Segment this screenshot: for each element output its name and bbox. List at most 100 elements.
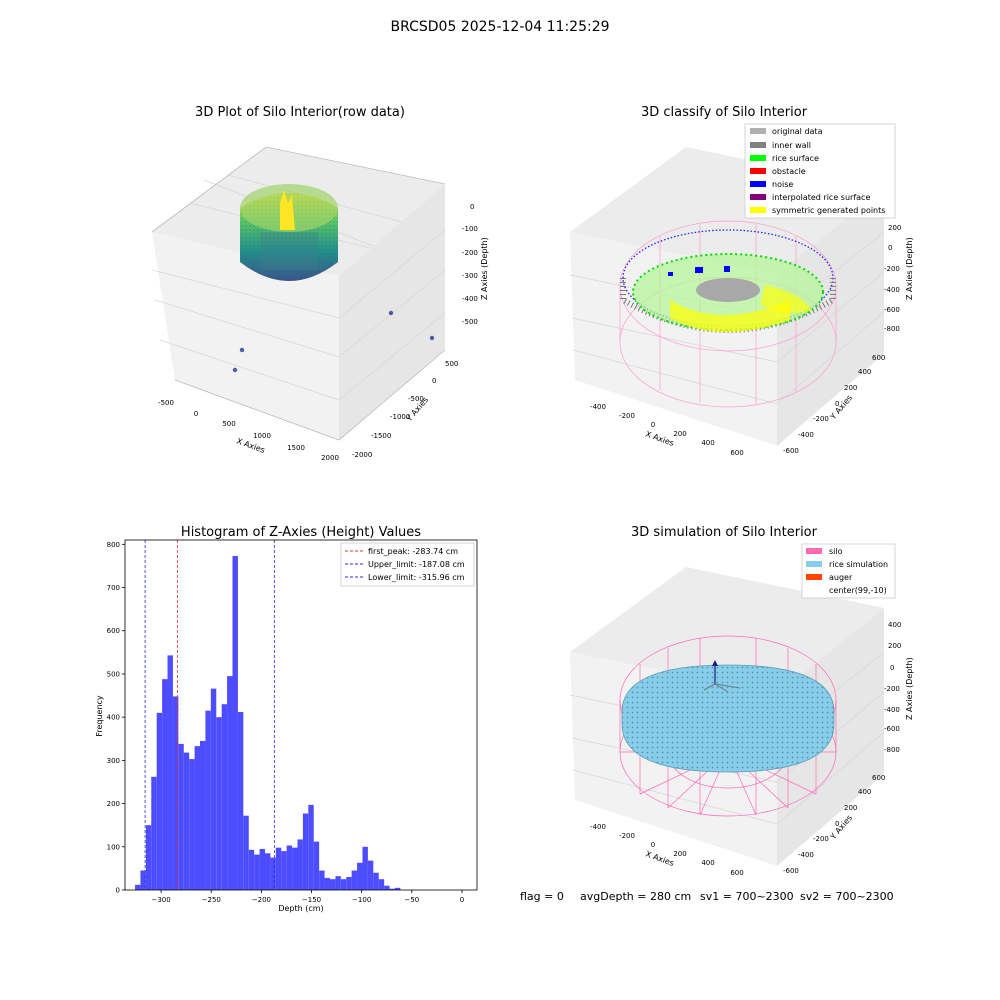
legend-label: Upper_limit: -187.08 cm [368, 560, 465, 569]
simulation-ytick: 200 [844, 804, 857, 812]
raw-ytick: 0 [432, 377, 436, 385]
histogram-bar [162, 679, 168, 890]
simulation-3d-panel: 3D simulation of Silo Interior [569, 525, 914, 877]
histogram-ytick-label: 300 [107, 757, 120, 765]
raw-ztick: -200 [462, 249, 478, 257]
simulation-ztick: -200 [884, 685, 900, 693]
raw-ytick: -2000 [352, 451, 372, 459]
histogram-ytick-label: 500 [107, 670, 120, 678]
histogram-bar [200, 740, 206, 890]
histogram-ytick-label: 200 [107, 800, 120, 808]
histogram-bar [156, 712, 163, 890]
legend-swatch-rice-surface [750, 155, 766, 161]
status-avg-depth: avgDepth = 280 cm [580, 890, 691, 903]
raw-ytick: -1500 [371, 432, 391, 440]
histogram-ytick-label: 700 [107, 584, 120, 592]
histogram-bar [194, 746, 201, 890]
raw-ytick: -1000 [390, 413, 410, 421]
raw-ztick: 0 [470, 203, 474, 211]
simulation-ytick: 600 [872, 774, 885, 782]
raw-axes-box [151, 146, 446, 441]
histogram-bar [151, 776, 157, 890]
simulation-xtick: -200 [619, 832, 635, 840]
histogram-xtick-label: −50 [404, 896, 419, 904]
raw-outlier-points [232, 310, 435, 373]
histogram-bar [270, 857, 276, 890]
histogram-bar [205, 710, 211, 890]
raw-cylinder-points [240, 184, 338, 281]
histogram-legend: first_peak: -283.74 cm Upper_limit: -187… [340, 542, 475, 587]
histogram-bar [389, 888, 395, 890]
simulation-ytick: -600 [783, 867, 799, 875]
legend-swatch-obstacle [750, 168, 766, 174]
histogram-y-ticks: 0 100 200 300 400 500 600 700 800 [107, 541, 125, 895]
simulation-ztick: -400 [884, 706, 900, 714]
legend-swatch-silo [806, 548, 822, 554]
classify-xtick: 0 [651, 421, 655, 429]
simulation-legend: silo rice simulation auger center(99,-10… [801, 543, 896, 599]
histogram-bar [145, 825, 152, 890]
legend-swatch-auger [806, 574, 822, 580]
histogram-bar [346, 877, 352, 890]
classify-ztick: -800 [884, 325, 900, 333]
histogram-bar [340, 879, 347, 890]
legend-swatch-symmetric [750, 207, 766, 213]
raw-ztick: -400 [462, 295, 478, 303]
simulation-ztick: 400 [888, 621, 901, 629]
classify-xtick: 400 [701, 439, 714, 447]
raw-tick-labels: -500 0 500 1000 1500 2000 500 0 -500 -10… [158, 203, 478, 462]
histogram-reference-lines [144, 540, 275, 890]
legend-label: inner wall [772, 141, 811, 150]
histogram-ytick-label: 0 [116, 887, 120, 895]
classify-xtick: -400 [590, 403, 606, 411]
legend-swatch-inner-wall [750, 142, 766, 148]
classify-xtick: -200 [619, 412, 635, 420]
histogram-bar [259, 848, 265, 890]
simulation-ztick: -800 [884, 746, 900, 754]
status-sv2: sv2 = 700~2300 [800, 890, 894, 903]
histogram-xtick-label: −200 [252, 896, 271, 904]
simulation-xtick: 0 [651, 841, 655, 849]
raw-xtick: 0 [194, 410, 198, 418]
simulation-xlabel: X Axies [644, 849, 675, 868]
raw-xtick: 500 [222, 420, 235, 428]
histogram-xtick-label: 0 [460, 896, 464, 904]
simulation-tick-labels: -400 -200 0 200 400 600 600 400 200 0 -2… [590, 621, 901, 877]
legend-label: noise [772, 180, 793, 189]
histogram-bar [297, 839, 303, 890]
raw-ztick: -300 [462, 272, 478, 280]
classify-xtick: 600 [730, 449, 743, 457]
raw-3d-panel: 3D Plot of Silo Interior(row data) [151, 105, 489, 462]
classify-ytick: 400 [858, 368, 871, 376]
histogram-bar [172, 696, 179, 890]
simulation-ytick: -200 [813, 835, 829, 843]
legend-label: interpolated rice surface [772, 193, 870, 202]
histogram-bar [183, 752, 190, 890]
classify-ytick: -200 [813, 415, 829, 423]
simulation-xtick: 600 [730, 869, 743, 877]
histogram-bar [237, 711, 244, 890]
simulation-ztick: 0 [890, 664, 894, 672]
raw-ytick: 500 [445, 360, 458, 368]
classify-point-cloud [620, 229, 836, 333]
legend-label: rice simulation [829, 560, 888, 569]
histogram-bar [362, 846, 368, 890]
histogram-bar [135, 884, 141, 890]
histogram-bar [254, 854, 260, 890]
histogram-ytick-label: 400 [107, 714, 120, 722]
histogram-ytick-label: 100 [107, 843, 120, 851]
histogram-bar [394, 887, 401, 890]
histogram-bar [189, 759, 195, 890]
legend-label: auger [829, 573, 853, 582]
classify-ztick: 200 [888, 224, 901, 232]
classify-ztick: -600 [884, 306, 900, 314]
status-line: flag = 0 avgDepth = 280 cm sv1 = 700~230… [520, 890, 894, 903]
histogram-bar [178, 743, 184, 890]
legend-label: rice surface [772, 154, 819, 163]
histogram-xtick-label: −300 [151, 896, 170, 904]
raw-ztick: -100 [462, 225, 478, 233]
histogram-bar [221, 704, 228, 890]
histogram-bar [302, 813, 309, 890]
histogram-xtick-label: −100 [352, 896, 371, 904]
histogram-bar [243, 815, 249, 890]
